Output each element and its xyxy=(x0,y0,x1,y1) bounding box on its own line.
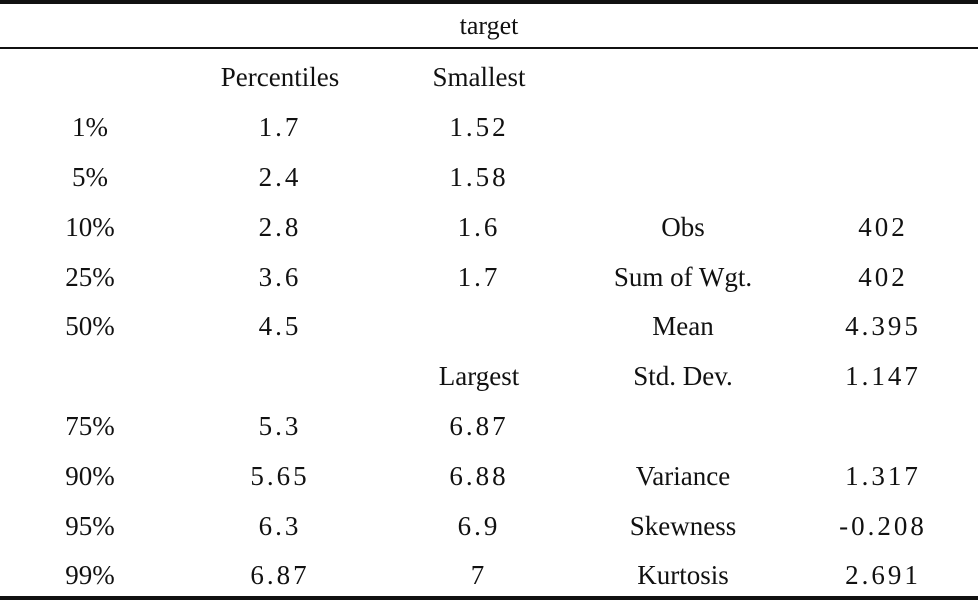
header-cell xyxy=(0,53,180,103)
percentile-label: 25% xyxy=(65,261,115,292)
table-row: 50% 4.5 Mean 4.395 xyxy=(0,302,978,352)
stat-value: 402 xyxy=(858,211,908,242)
percentile-value: 5.65 xyxy=(250,460,310,491)
stat-value xyxy=(788,402,978,452)
percentile-value: 6.3 xyxy=(258,510,302,541)
stat-value xyxy=(788,153,978,203)
stat-value: 1.147 xyxy=(845,361,921,392)
percentile-value: 2.4 xyxy=(258,161,302,192)
stat-label: Mean xyxy=(652,311,714,342)
table-row: 5% 2.4 1.58 xyxy=(0,153,978,203)
percentile-label: 5% xyxy=(72,161,108,192)
stat-value: -0.208 xyxy=(839,510,927,541)
extreme-value: 1.58 xyxy=(449,161,509,192)
percentile-label: 50% xyxy=(65,311,115,342)
table-row: 90% 5.65 6.88 Variance 1.317 xyxy=(0,451,978,501)
header-smallest: Smallest xyxy=(432,62,526,93)
extreme-value: 6.9 xyxy=(457,510,501,541)
stat-label: Skewness xyxy=(629,510,737,541)
table-row: 99% 6.87 7 Kurtosis 2.691 xyxy=(0,551,978,601)
percentile-label xyxy=(0,352,180,402)
stat-label: Variance xyxy=(635,460,731,491)
percentile-value: 2.8 xyxy=(258,211,302,242)
table-row: Largest Std. Dev. 1.147 xyxy=(0,352,978,402)
table-row: 75% 5.3 6.87 xyxy=(0,402,978,452)
stat-value: 4.395 xyxy=(845,311,921,342)
percentile-label: 10% xyxy=(65,211,115,242)
top-rule xyxy=(0,0,978,4)
extreme-value: 6.88 xyxy=(449,460,509,491)
summary-statistics-table: Percentiles Smallest 1% 1.7 1.52 5% 2.4 … xyxy=(0,53,978,601)
percentile-value xyxy=(180,352,380,402)
table-row: 95% 6.3 6.9 Skewness -0.208 xyxy=(0,501,978,551)
stat-value: 1.317 xyxy=(845,460,921,491)
percentile-label: 99% xyxy=(65,560,115,591)
percentile-label: 95% xyxy=(65,510,115,541)
bottom-rule xyxy=(0,596,978,600)
table-row: 25% 3.6 1.7 Sum of Wgt. 402 xyxy=(0,252,978,302)
stat-label xyxy=(578,402,788,452)
table-row: 10% 2.8 1.6 Obs 402 xyxy=(0,202,978,252)
stat-value: 2.691 xyxy=(845,560,921,591)
header-percentiles: Percentiles xyxy=(220,62,340,93)
header-cell xyxy=(578,53,788,103)
extreme-value: 1.7 xyxy=(457,261,501,292)
stat-label: Sum of Wgt. xyxy=(613,261,753,292)
percentile-value: 4.5 xyxy=(258,311,302,342)
percentile-value: 5.3 xyxy=(258,410,302,441)
stat-label xyxy=(578,103,788,153)
header-rule xyxy=(0,47,978,49)
extreme-value: 6.87 xyxy=(449,410,509,441)
header-cell xyxy=(788,53,978,103)
stat-label: Std. Dev. xyxy=(633,361,733,392)
stat-label xyxy=(578,153,788,203)
extreme-value: 7 xyxy=(470,560,488,591)
stat-value: 402 xyxy=(858,261,908,292)
percentile-value: 6.87 xyxy=(250,560,310,591)
table-row: 1% 1.7 1.52 xyxy=(0,103,978,153)
percentile-label: 1% xyxy=(72,112,108,143)
stat-label: Obs xyxy=(661,211,705,242)
stat-value xyxy=(788,103,978,153)
table-title: target xyxy=(459,11,519,40)
percentile-label: 75% xyxy=(65,410,115,441)
extreme-value: 1.52 xyxy=(449,112,509,143)
extreme-value: 1.6 xyxy=(457,211,501,242)
extreme-value xyxy=(380,302,578,352)
percentile-value: 3.6 xyxy=(258,261,302,292)
header-row: Percentiles Smallest xyxy=(0,53,978,103)
percentile-value: 1.7 xyxy=(258,112,302,143)
stat-label: Kurtosis xyxy=(637,560,729,591)
percentile-label: 90% xyxy=(65,460,115,491)
header-largest: Largest xyxy=(438,361,520,392)
